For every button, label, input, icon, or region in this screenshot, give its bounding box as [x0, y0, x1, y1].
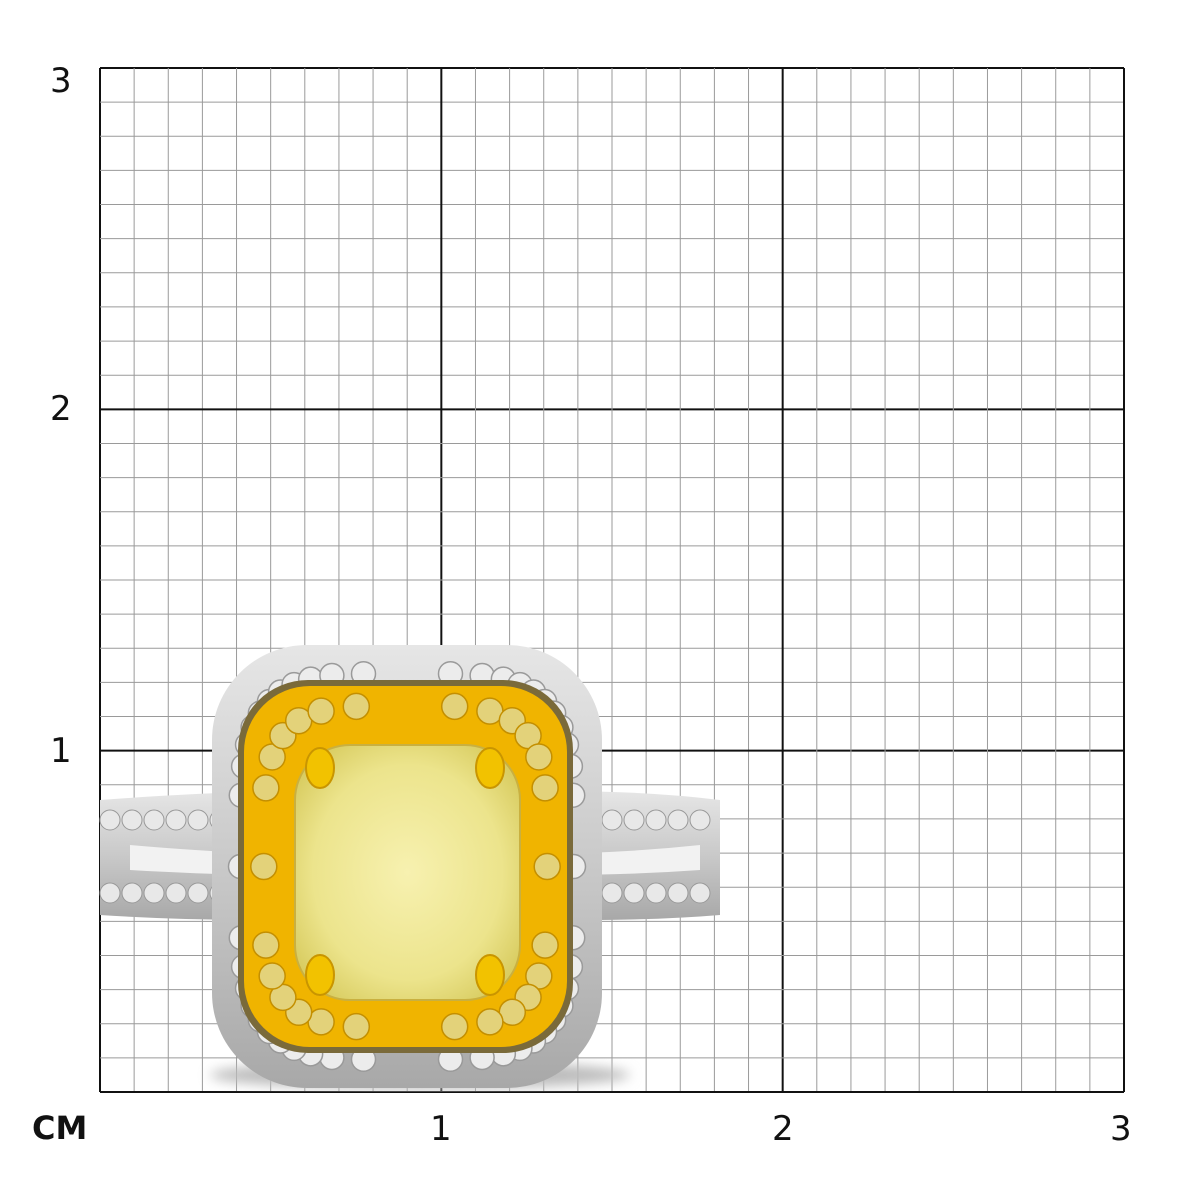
- diamond: [307, 697, 335, 725]
- diamond: [476, 1008, 504, 1036]
- y-tick-3: 3: [50, 61, 72, 101]
- diamond: [250, 852, 278, 881]
- center-stone: [294, 744, 521, 1001]
- diamond: [121, 809, 143, 831]
- y-tick-2: 2: [50, 389, 72, 429]
- diamond: [689, 809, 711, 831]
- diamond: [342, 692, 371, 721]
- ring-image: [99, 645, 720, 1089]
- diamond: [623, 882, 645, 904]
- diamond: [187, 809, 209, 831]
- x-tick-1: 1: [430, 1109, 452, 1149]
- diamond: [601, 809, 623, 831]
- diamond: [99, 882, 121, 904]
- x-tick-2: 2: [772, 1109, 794, 1149]
- prongs: [305, 747, 505, 996]
- x-tick-3: 3: [1110, 1109, 1132, 1149]
- diamond: [165, 809, 187, 831]
- diamond: [645, 809, 667, 831]
- diamond: [667, 809, 689, 831]
- diamond: [258, 962, 286, 990]
- unit-label: CM: [32, 1109, 88, 1147]
- diamond: [623, 809, 645, 831]
- diamond: [531, 774, 559, 802]
- diamond: [252, 774, 280, 802]
- diamond: [143, 882, 165, 904]
- diamond: [121, 882, 143, 904]
- diamond: [645, 882, 667, 904]
- diamond: [440, 692, 469, 721]
- diamond: [533, 852, 561, 881]
- diamond: [525, 743, 553, 771]
- diamond: [689, 882, 711, 904]
- diamond: [440, 1012, 469, 1041]
- inner-halo-yellow-diamonds: [250, 692, 561, 1041]
- diamond: [667, 882, 689, 904]
- diamond: [165, 882, 187, 904]
- diamond: [187, 882, 209, 904]
- y-tick-1: 1: [50, 731, 72, 771]
- diamond: [99, 809, 121, 831]
- diamond: [531, 931, 559, 959]
- diamond: [143, 809, 165, 831]
- diamond: [342, 1012, 371, 1041]
- diamond: [601, 882, 623, 904]
- diamond: [252, 931, 280, 959]
